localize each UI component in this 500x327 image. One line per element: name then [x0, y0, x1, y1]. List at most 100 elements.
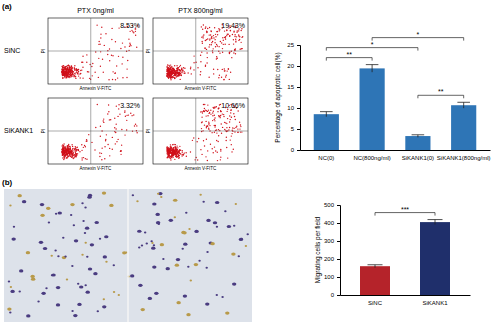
cell-dot: [181, 248, 183, 250]
cell-dot: [26, 314, 30, 317]
event-dot: [175, 153, 176, 154]
event-dot: [197, 159, 198, 160]
event-dot: [183, 154, 184, 155]
event-dot: [63, 145, 64, 146]
event-dot: [65, 154, 66, 155]
cell-dot: [85, 242, 87, 244]
cell-dot: [183, 294, 187, 297]
event-dot: [200, 55, 201, 56]
event-dot: [168, 71, 169, 72]
cell-dot: [213, 221, 217, 224]
error-cap: [320, 111, 333, 112]
event-dot: [63, 156, 64, 157]
event-dot: [167, 68, 168, 69]
significance-bracket: **: [418, 88, 464, 98]
event-dot: [76, 68, 77, 69]
panel-label: (a): [2, 2, 12, 11]
event-dot: [230, 30, 231, 31]
event-dot: [88, 71, 89, 72]
event-dot: [122, 57, 123, 58]
cell-dot: [160, 243, 164, 246]
event-dot: [65, 71, 66, 72]
event-dot: [68, 155, 69, 156]
event-dot: [108, 104, 109, 105]
significance-label: **: [346, 51, 352, 58]
event-dot: [169, 72, 170, 73]
event-dot: [62, 72, 63, 73]
event-dot: [86, 54, 87, 55]
cell-dot: [45, 287, 47, 289]
error-bar: [428, 220, 443, 225]
flow-panel: 19.43%PIAnnexin V-FITC: [146, 18, 248, 91]
event-dot: [71, 157, 72, 158]
event-dot: [75, 78, 76, 79]
event-dot: [126, 120, 127, 121]
event-dot: [218, 46, 219, 47]
event-dot: [205, 156, 206, 157]
event-dot: [200, 61, 201, 62]
event-dot: [114, 73, 115, 74]
event-dot: [176, 156, 177, 157]
event-dot: [208, 46, 209, 47]
cell-dot: [113, 291, 115, 293]
event-dot: [176, 145, 177, 146]
event-dot: [211, 31, 212, 32]
tick-label: 15: [287, 84, 294, 90]
plot-marks: [314, 65, 477, 150]
event-dot: [99, 156, 100, 157]
event-dot: [115, 41, 116, 42]
event-dot: [170, 66, 171, 67]
event-dot: [69, 67, 70, 68]
event-dot: [211, 38, 212, 39]
error-cap: [457, 102, 470, 103]
event-dot: [168, 73, 169, 74]
event-dot: [170, 148, 171, 149]
tick-mark: [297, 45, 300, 46]
event-dot: [173, 153, 174, 154]
event-dot: [74, 149, 75, 150]
event-dot: [64, 148, 65, 149]
event-dot: [235, 48, 236, 49]
event-dot: [63, 148, 64, 149]
event-dot: [62, 147, 63, 148]
event-dot: [68, 156, 69, 157]
event-dot: [71, 65, 72, 66]
event-dot: [170, 71, 171, 72]
event-dot: [220, 111, 221, 112]
event-dot: [71, 69, 72, 70]
cell-dot: [245, 245, 247, 247]
event-dot: [62, 71, 63, 72]
event-dot: [111, 39, 112, 40]
event-dot: [63, 153, 64, 154]
event-dot: [167, 73, 168, 74]
error-stem: [375, 265, 376, 268]
event-dot: [172, 154, 173, 155]
event-dot: [171, 73, 172, 74]
event-dot: [237, 30, 238, 31]
significance-bracket: *: [372, 31, 464, 41]
event-dot: [176, 150, 177, 151]
event-dot: [105, 140, 106, 141]
category-label: NC(800ng/ml): [353, 155, 390, 161]
event-dot: [168, 72, 169, 73]
cell-dot: [8, 280, 10, 282]
event-dot: [62, 149, 63, 150]
event-dot: [167, 72, 168, 73]
event-dot: [201, 122, 202, 123]
event-dot: [212, 112, 213, 113]
tick-mark: [337, 241, 340, 242]
event-dot: [242, 48, 243, 49]
event-dot: [171, 77, 172, 78]
quadrant-percentage: 3.32%: [120, 102, 140, 109]
event-dot: [171, 156, 172, 157]
event-dot: [74, 148, 75, 149]
event-dot: [126, 77, 127, 78]
event-dot: [224, 44, 225, 45]
event-dot: [212, 48, 213, 49]
event-dot: [203, 34, 204, 35]
event-dot: [68, 67, 69, 68]
cell-dot: [190, 280, 192, 282]
event-dot: [222, 37, 223, 38]
event-dot: [66, 153, 67, 154]
event-dot: [66, 157, 67, 158]
